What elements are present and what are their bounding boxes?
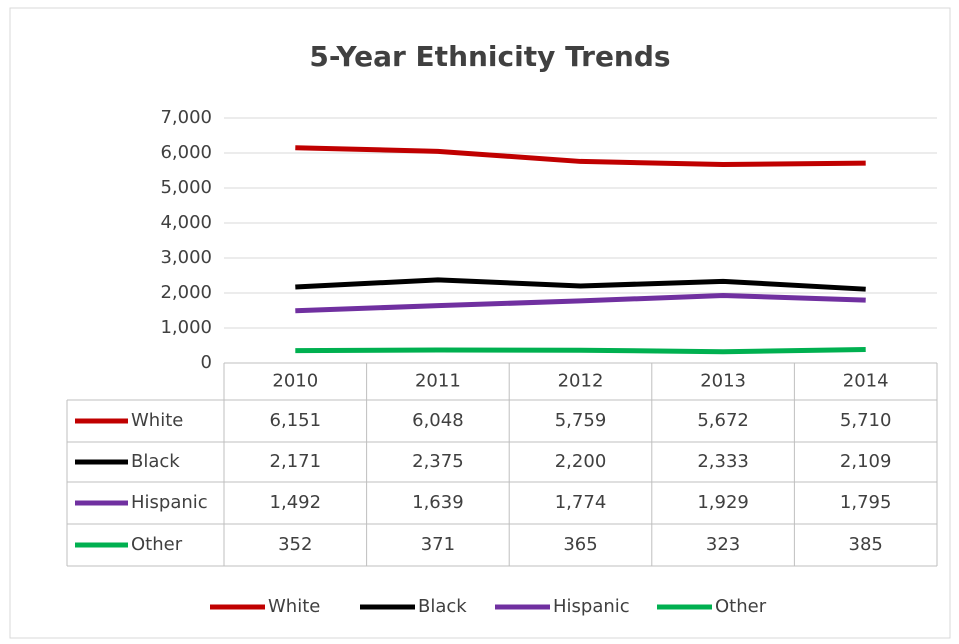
table-value: 6,151: [270, 410, 322, 431]
line-series: [295, 347, 866, 355]
line-series: [295, 277, 866, 292]
table-row-label: Other: [131, 534, 183, 555]
table-value: 1,795: [840, 492, 892, 513]
y-tick-label: 4,000: [160, 212, 212, 233]
x-tick-label: 2012: [558, 371, 604, 392]
table-value: 365: [563, 534, 597, 555]
table-value: 385: [849, 534, 883, 555]
x-tick-label: 2014: [843, 371, 889, 392]
y-tick-label: 5,000: [160, 177, 212, 198]
y-tick-label: 0: [201, 352, 212, 373]
table-row-label: Black: [131, 451, 180, 472]
line-series: [295, 145, 866, 167]
x-tick-label: 2013: [700, 371, 746, 392]
legend-label: Other: [715, 596, 767, 617]
chart-title: 5-Year Ethnicity Trends: [309, 40, 670, 73]
table-value: 1,774: [555, 492, 607, 513]
table-value: 2,171: [270, 451, 322, 472]
x-tick-label: 2011: [415, 371, 461, 392]
y-tick-label: 2,000: [160, 282, 212, 303]
table-value: 352: [278, 534, 312, 555]
table-value: 323: [706, 534, 740, 555]
y-tick-label: 3,000: [160, 247, 212, 268]
table-value: 6,048: [412, 410, 464, 431]
table-value: 5,759: [555, 410, 607, 431]
line-series: [295, 292, 866, 314]
table-value: 5,672: [697, 410, 749, 431]
table-value: 2,333: [697, 451, 749, 472]
table-value: 371: [421, 534, 455, 555]
table-value: 5,710: [840, 410, 892, 431]
table-value: 1,639: [412, 492, 464, 513]
table-row-label: Hispanic: [131, 492, 208, 513]
x-tick-label: 2010: [272, 371, 318, 392]
table-value: 2,109: [840, 451, 892, 472]
chart-border: [9, 7, 951, 639]
table-value: 1,492: [270, 492, 322, 513]
legend-label: White: [268, 596, 320, 617]
table-row-label: White: [131, 410, 183, 431]
table-value: 2,375: [412, 451, 464, 472]
y-tick-label: 1,000: [160, 317, 212, 338]
table-value: 1,929: [697, 492, 749, 513]
y-tick-label: 7,000: [160, 107, 212, 128]
legend-label: Hispanic: [553, 596, 630, 617]
legend-label: Black: [418, 596, 467, 617]
table-value: 2,200: [555, 451, 607, 472]
y-tick-label: 6,000: [160, 142, 212, 163]
